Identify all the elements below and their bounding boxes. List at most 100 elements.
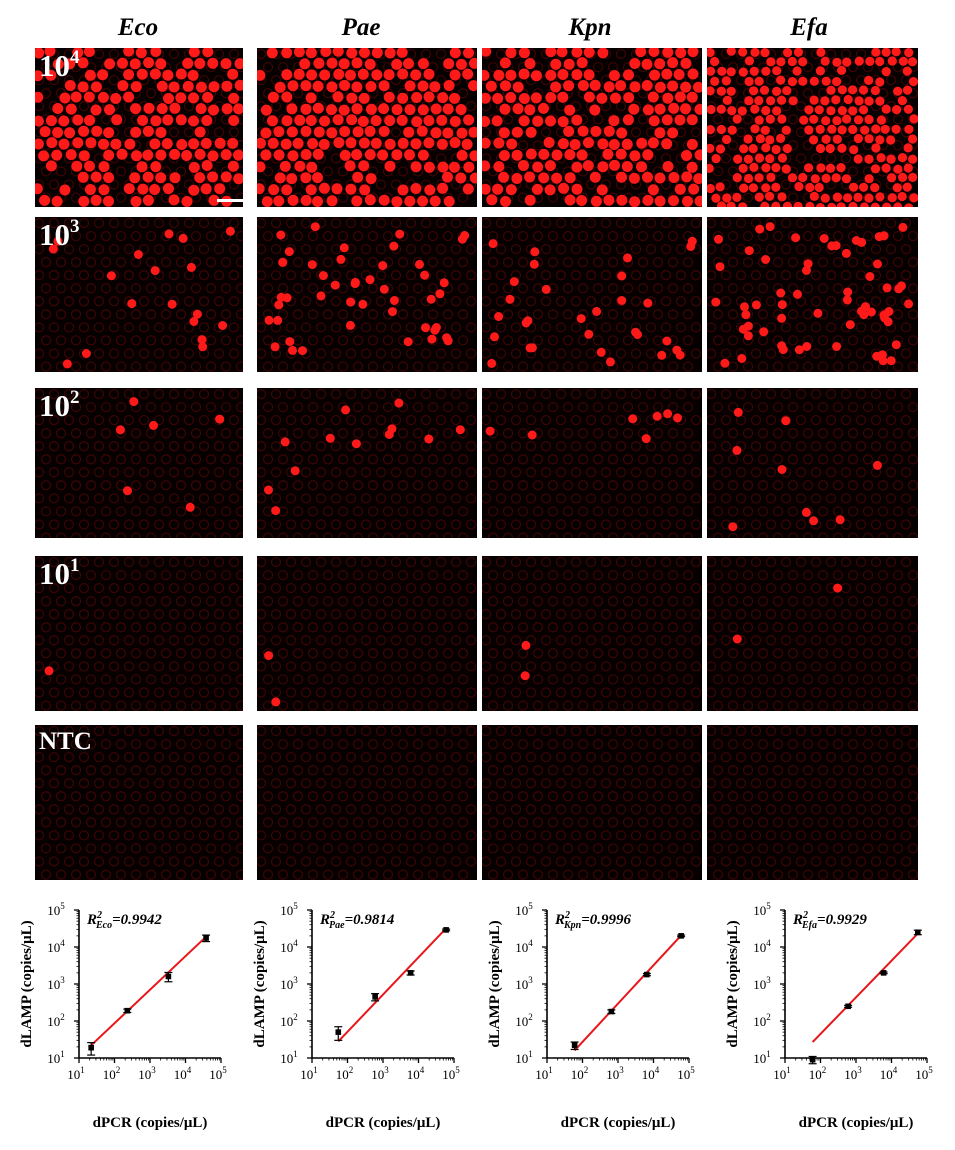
x-axis-label: dPCR (copies/μL) <box>799 1115 914 1131</box>
micrograph-pae <box>257 217 477 372</box>
y-tick-label: 101 <box>47 1049 65 1066</box>
image-row-ntc: NTC <box>35 725 918 880</box>
data-point <box>914 929 921 936</box>
data-point <box>203 935 209 941</box>
y-axis-label: dLAMP (copies/μL) <box>487 920 503 1047</box>
x-tick-label: 104 <box>407 1065 425 1082</box>
data-point <box>165 973 172 980</box>
image-row-r4: 104 <box>35 48 918 207</box>
data-point <box>571 1042 578 1049</box>
y-tick-label: 104 <box>515 938 533 955</box>
micrograph-kpn <box>482 217 702 372</box>
fit-line <box>811 932 919 1043</box>
micrograph-kpn <box>482 48 702 207</box>
y-tick-label: 105 <box>515 901 533 918</box>
y-tick-label: 105 <box>280 901 298 918</box>
x-tick-label: 103 <box>138 1065 156 1082</box>
y-tick-label: 102 <box>47 1012 65 1029</box>
column-header-pae: Pae <box>341 14 381 41</box>
column-header-eco: Eco <box>117 14 159 41</box>
concentration-base: 10 <box>39 388 70 423</box>
data-point <box>608 1008 615 1015</box>
concentration-exponent: 4 <box>70 47 80 68</box>
y-axis-label: dLAMP (copies/μL) <box>252 920 268 1047</box>
y-tick-label: 103 <box>280 975 298 992</box>
y-axis-label: dLAMP (copies/μL) <box>725 920 741 1047</box>
data-point <box>372 994 378 1000</box>
data-point <box>809 1056 816 1063</box>
data-point <box>678 933 684 939</box>
scale-bar <box>217 199 243 202</box>
x-axis-label: dPCR (copies/μL) <box>326 1115 441 1131</box>
y-tick-label: 105 <box>753 901 771 918</box>
y-tick-label: 103 <box>47 975 65 992</box>
micrograph-eco <box>35 556 243 711</box>
concentration-base: 10 <box>39 217 70 252</box>
micrograph-kpn <box>482 725 702 880</box>
plot-efa: 101 102 103 104 105 101 102 103 104 105 R2 Efa=0.99… <box>716 898 946 1138</box>
y-tick-label: 102 <box>515 1012 533 1029</box>
micrograph-efa <box>707 388 918 538</box>
data-point <box>124 1007 131 1014</box>
x-tick-label: 104 <box>642 1065 660 1082</box>
x-tick-label: 105 <box>442 1065 460 1082</box>
r-squared-label: R2 Kpn=0.9996 <box>554 910 632 931</box>
column-header-kpn: Kpn <box>568 14 612 41</box>
data-point <box>644 971 650 978</box>
r-squared-label: R2 Efa=0.9929 <box>792 910 867 931</box>
x-tick-label: 102 <box>571 1065 589 1082</box>
micrograph-pae <box>257 556 477 711</box>
concentration-exponent: 3 <box>70 216 80 237</box>
x-tick-label: 104 <box>880 1065 898 1082</box>
data-point <box>407 970 414 976</box>
data-point <box>88 1044 94 1051</box>
y-tick-label: 103 <box>515 975 533 992</box>
x-tick-label: 103 <box>606 1065 624 1082</box>
y-axis-label: dLAMP (copies/μL) <box>19 920 35 1047</box>
y-tick-label: 101 <box>280 1049 298 1066</box>
x-tick-label: 102 <box>336 1065 354 1082</box>
data-point <box>845 1003 851 1010</box>
concentration-exponent: 2 <box>70 387 80 408</box>
x-axis-label: dPCR (copies/μL) <box>561 1115 676 1131</box>
plot-eco: 101 102 103 104 105 101 102 103 104 105 R2 Eco=0.99… <box>10 898 240 1138</box>
plot-kpn: 101 102 103 104 105 101 102 103 104 105 R2 Kpn=0.99… <box>478 898 708 1138</box>
fit-line <box>573 934 682 1052</box>
concentration-label: 102 <box>39 387 80 423</box>
micrograph-efa <box>707 217 918 372</box>
micrograph-eco <box>35 217 243 372</box>
plot-pae: 101 102 103 104 105 101 102 103 104 105 R2 Pae=0.98… <box>243 898 473 1138</box>
y-tick-label: 102 <box>753 1012 771 1029</box>
x-tick-label: 101 <box>67 1065 85 1082</box>
micrograph-pae <box>257 725 477 880</box>
micrograph-pae <box>257 388 477 538</box>
y-tick-label: 104 <box>280 938 298 955</box>
image-row-r1: 101 <box>35 556 918 711</box>
fit-line <box>337 927 447 1043</box>
data-point <box>335 1029 342 1035</box>
x-tick-label: 105 <box>209 1065 227 1082</box>
image-row-r2: 102 <box>35 388 918 538</box>
concentration-base: NTC <box>39 728 92 755</box>
y-tick-label: 105 <box>47 901 65 918</box>
x-tick-label: 102 <box>103 1065 121 1082</box>
concentration-label: 104 <box>39 47 80 83</box>
y-tick-label: 101 <box>753 1049 771 1066</box>
concentration-label: 103 <box>39 216 80 252</box>
x-axis-label: dPCR (copies/μL) <box>93 1115 208 1131</box>
x-tick-label: 104 <box>174 1065 192 1082</box>
x-tick-label: 101 <box>535 1065 553 1082</box>
x-tick-label: 101 <box>773 1065 791 1082</box>
concentration-base: 10 <box>39 48 70 83</box>
x-tick-label: 101 <box>300 1065 318 1082</box>
data-point <box>880 970 887 976</box>
micrograph-eco <box>35 725 243 880</box>
data-point <box>443 927 449 933</box>
y-tick-label: 104 <box>47 938 65 955</box>
micrograph-pae <box>257 48 477 207</box>
y-tick-label: 102 <box>280 1012 298 1029</box>
micrograph-efa <box>707 556 918 711</box>
x-tick-label: 105 <box>677 1065 695 1082</box>
concentration-base: 10 <box>39 556 70 591</box>
concentration-label: 101 <box>39 556 80 591</box>
